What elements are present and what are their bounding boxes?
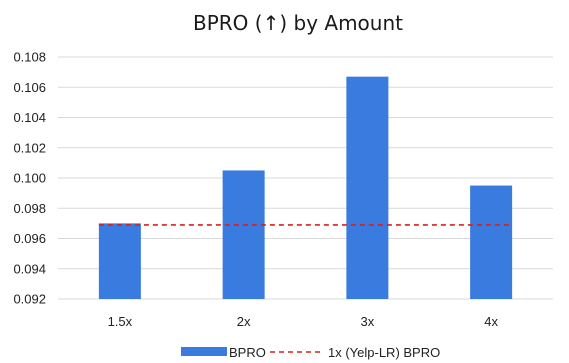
y-tick-label: 0.102 xyxy=(13,140,46,155)
bar-3x xyxy=(346,76,389,299)
y-tick-label: 0.094 xyxy=(13,261,46,276)
bars xyxy=(98,76,513,299)
x-tick-label: 1.5x xyxy=(108,314,133,329)
y-tick-label: 0.098 xyxy=(13,201,46,216)
y-tick-label: 0.100 xyxy=(13,171,46,186)
y-tick-label: 0.108 xyxy=(13,50,46,65)
legend-label-bpro: BPRO xyxy=(229,345,266,360)
legend: BPRO 1x (Yelp-LR) BPRO xyxy=(181,345,440,360)
y-tick-label: 0.106 xyxy=(13,80,46,95)
y-tick-label: 0.096 xyxy=(13,231,46,246)
y-axis-ticks: 0.092 0.094 0.096 0.098 0.100 0.102 0.104 0.106… xyxy=(13,50,46,307)
bar-1.5x xyxy=(98,223,141,299)
bar-2x xyxy=(222,170,265,299)
y-tick-label: 0.104 xyxy=(13,110,46,125)
x-tick-label: 4x xyxy=(484,314,498,329)
x-tick-label: 3x xyxy=(361,314,375,329)
bar-4x xyxy=(470,185,513,299)
legend-label-reference: 1x (Yelp-LR) BPRO xyxy=(328,345,440,360)
x-tick-label: 2x xyxy=(237,314,251,329)
y-tick-label: 0.092 xyxy=(13,292,46,307)
x-axis-ticks: 1.5x 2x 3x 4x xyxy=(108,314,499,329)
legend-swatch-bpro xyxy=(181,347,227,356)
chart-title: BPRO (↑) by Amount xyxy=(193,11,403,35)
